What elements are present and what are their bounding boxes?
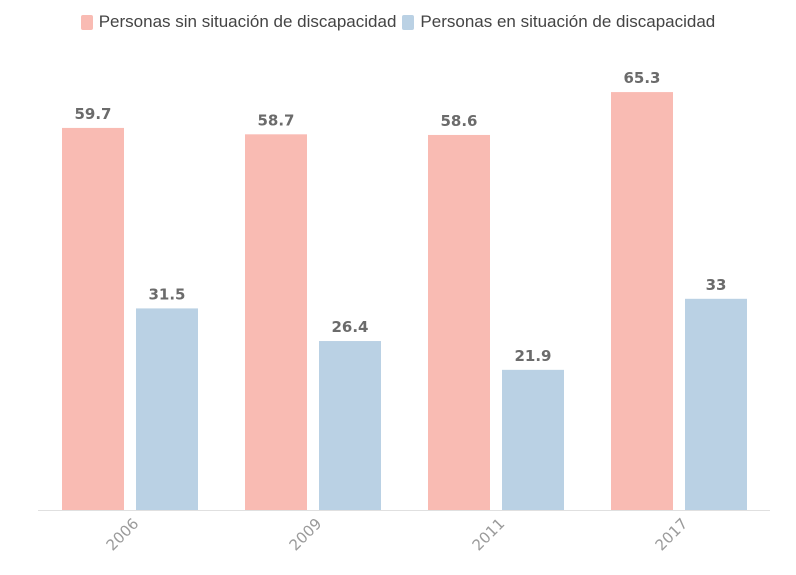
- bar-2006-series-0[interactable]: [62, 127, 124, 511]
- x-tick-label-2006: 2006: [103, 515, 143, 555]
- legend-item-sin-discapacidad[interactable]: Personas sin situación de discapacidad: [80, 12, 397, 32]
- legend-item-en-discapacidad[interactable]: Personas en situación de discapacidad: [402, 12, 715, 32]
- data-label-2017-series-1: 33: [706, 276, 727, 294]
- legend-label-en-discapacidad: Personas en situación de discapacidad: [420, 12, 716, 31]
- x-tick-label-2017: 2017: [652, 515, 692, 555]
- bar-2017-series-0[interactable]: [611, 92, 673, 510]
- x-tick-label-2011: 2011: [469, 515, 509, 555]
- chart-legend: Personas sin situación de discapacidad P…: [0, 12, 796, 32]
- data-label-2011-series-0: 58.6: [440, 112, 477, 130]
- data-label-2006-series-0: 59.7: [74, 105, 111, 123]
- bar-2009-series-0[interactable]: [245, 134, 307, 510]
- legend-swatch-en-discapacidad: [402, 14, 415, 30]
- bar-2009-series-1[interactable]: [319, 341, 381, 510]
- bar-2006-series-1[interactable]: [136, 308, 198, 510]
- data-label-2009-series-0: 58.7: [257, 111, 294, 129]
- data-label-2009-series-1: 26.4: [331, 318, 368, 336]
- data-label-2011-series-1: 21.9: [514, 347, 551, 365]
- bar-2017-series-1[interactable]: [685, 298, 747, 510]
- bar-2011-series-0[interactable]: [428, 134, 490, 510]
- data-label-2017-series-0: 65.3: [623, 69, 660, 87]
- legend-label-sin-discapacidad: Personas sin situación de discapacidad: [98, 12, 397, 31]
- legend-swatch-sin-discapacidad: [80, 14, 93, 30]
- data-label-2006-series-1: 31.5: [148, 285, 185, 303]
- x-tick-label-2009: 2009: [286, 515, 326, 555]
- bar-2011-series-1[interactable]: [502, 369, 564, 510]
